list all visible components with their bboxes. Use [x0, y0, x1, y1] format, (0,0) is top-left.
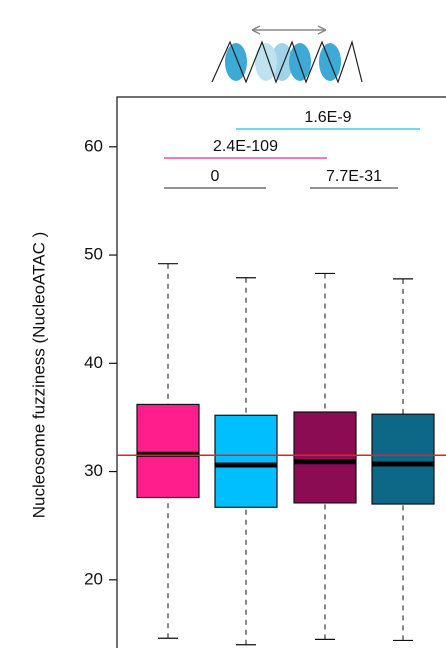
box	[294, 412, 356, 503]
y-tick-label: 30	[84, 461, 103, 480]
chart: Nucleosome fuzziness (NucleoATAC ) 20 30 4…	[0, 0, 446, 648]
page: Nucleosome fuzziness (NucleoATAC ) 20 30 4…	[0, 0, 446, 648]
y-tick-label: 60	[84, 136, 103, 155]
box	[215, 415, 277, 507]
significance-label: 2.4E-109	[213, 138, 278, 155]
y-tick-label: 20	[84, 569, 103, 588]
significance-label: 7.7E-31	[326, 168, 382, 185]
box	[137, 404, 199, 497]
box	[372, 414, 434, 504]
nucleosome-icon	[212, 26, 362, 82]
y-axis-title: Nucleosome fuzziness (NucleoATAC )	[29, 232, 48, 519]
significance-label: 1.6E-9	[304, 109, 351, 126]
y-tick-label: 40	[84, 353, 103, 372]
y-tick-label: 50	[84, 245, 103, 264]
significance-label: 0	[211, 168, 220, 185]
plot-frame	[117, 97, 446, 648]
